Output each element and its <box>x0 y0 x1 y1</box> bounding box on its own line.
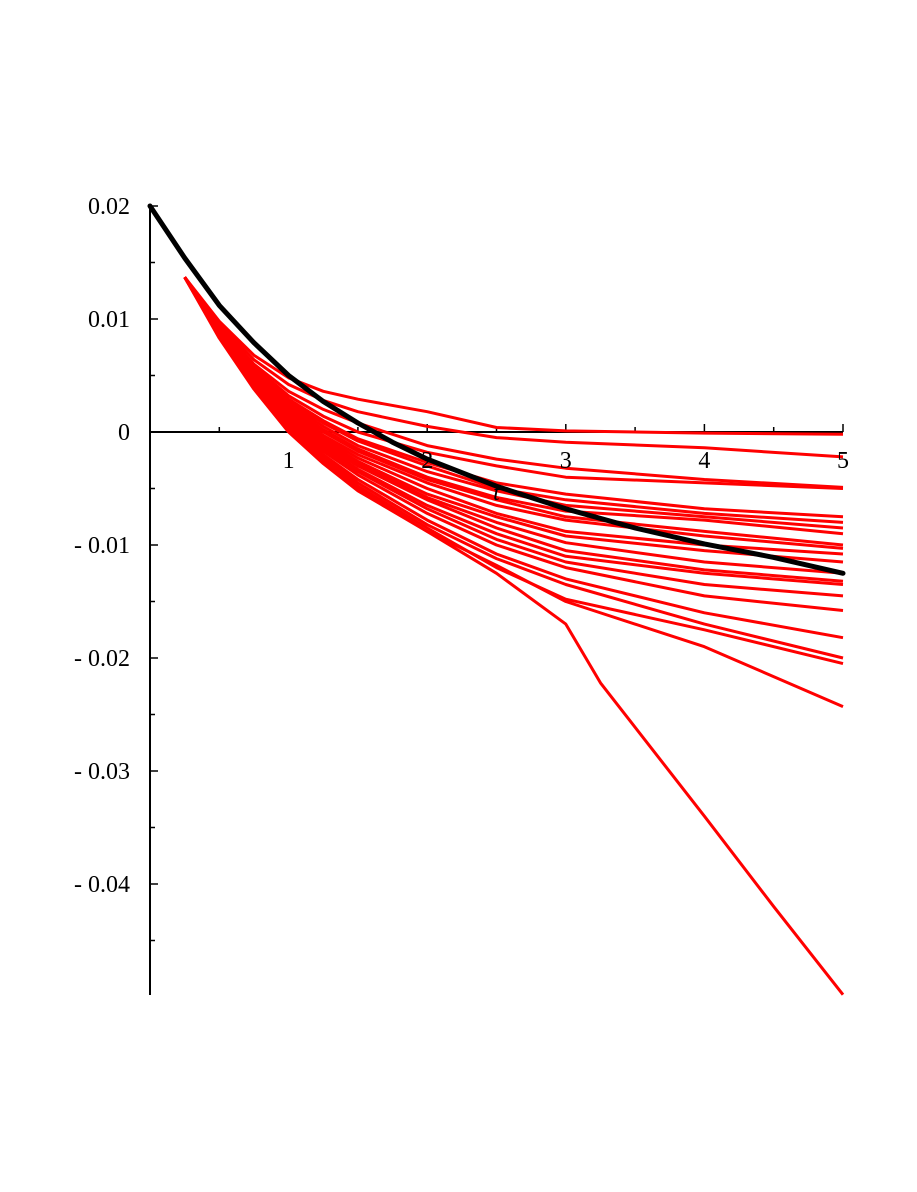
y-tick-label: 0.01 <box>88 307 130 333</box>
y-tick-label: - 0.02 <box>74 646 130 672</box>
tick-labels: 1 2 3 4 5 0.02 0.01 0 - 0.01 - 0.02 - 0.03 - 0.04 <box>74 194 849 898</box>
y-tick-label: - 0.04 <box>74 872 130 898</box>
sample-paths <box>183 276 845 996</box>
mean-curve-line <box>147 203 846 576</box>
x-tick-label: 1 <box>283 448 295 474</box>
x-tick-label: 3 <box>560 448 572 474</box>
sample-path-line <box>183 276 845 996</box>
y-tick-label: - 0.03 <box>74 759 130 785</box>
y-tick-label: 0.02 <box>88 194 130 220</box>
y-tick-label: - 0.01 <box>74 533 130 559</box>
x-tick-label: 4 <box>698 448 710 474</box>
sample-path-line <box>183 276 844 436</box>
mean-curve-group <box>147 203 846 576</box>
x-axis-title: t <box>493 480 501 506</box>
y-tick-label: 0 <box>118 420 130 446</box>
sample-path-line <box>183 276 844 459</box>
x-tick-label: 5 <box>837 448 849 474</box>
x-tick-label: 2 <box>421 448 433 474</box>
